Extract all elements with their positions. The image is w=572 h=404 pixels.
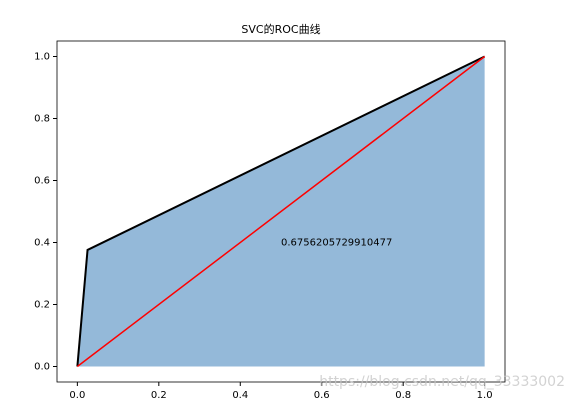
x-tick-label: 0.8 (395, 390, 411, 400)
x-tick-label: 0.4 (232, 390, 248, 400)
y-tick-label: 0.6 (34, 176, 50, 187)
x-tick-label: 0.2 (151, 390, 167, 400)
y-tick-label: 0.0 (34, 362, 50, 373)
y-tick-label: 1.0 (34, 52, 50, 63)
line (76, 55, 486, 368)
annotation: 0.6756205729910477 (281, 238, 392, 249)
y-tick-label: 0.2 (34, 300, 50, 311)
line (76, 55, 486, 367)
y-tick-label: 0.8 (34, 114, 50, 125)
y-tick-label: 0.4 (34, 238, 50, 249)
chart-title: SVC的ROC曲线 (241, 22, 320, 36)
x-tick-label: 0.6 (314, 390, 330, 400)
x-tick-label: 1.0 (477, 390, 493, 400)
watermark: https://blog.csdn.net/qq_33333002 (319, 374, 565, 390)
x-tick-label: 0.0 (69, 390, 85, 400)
plot-frame (56, 40, 506, 383)
